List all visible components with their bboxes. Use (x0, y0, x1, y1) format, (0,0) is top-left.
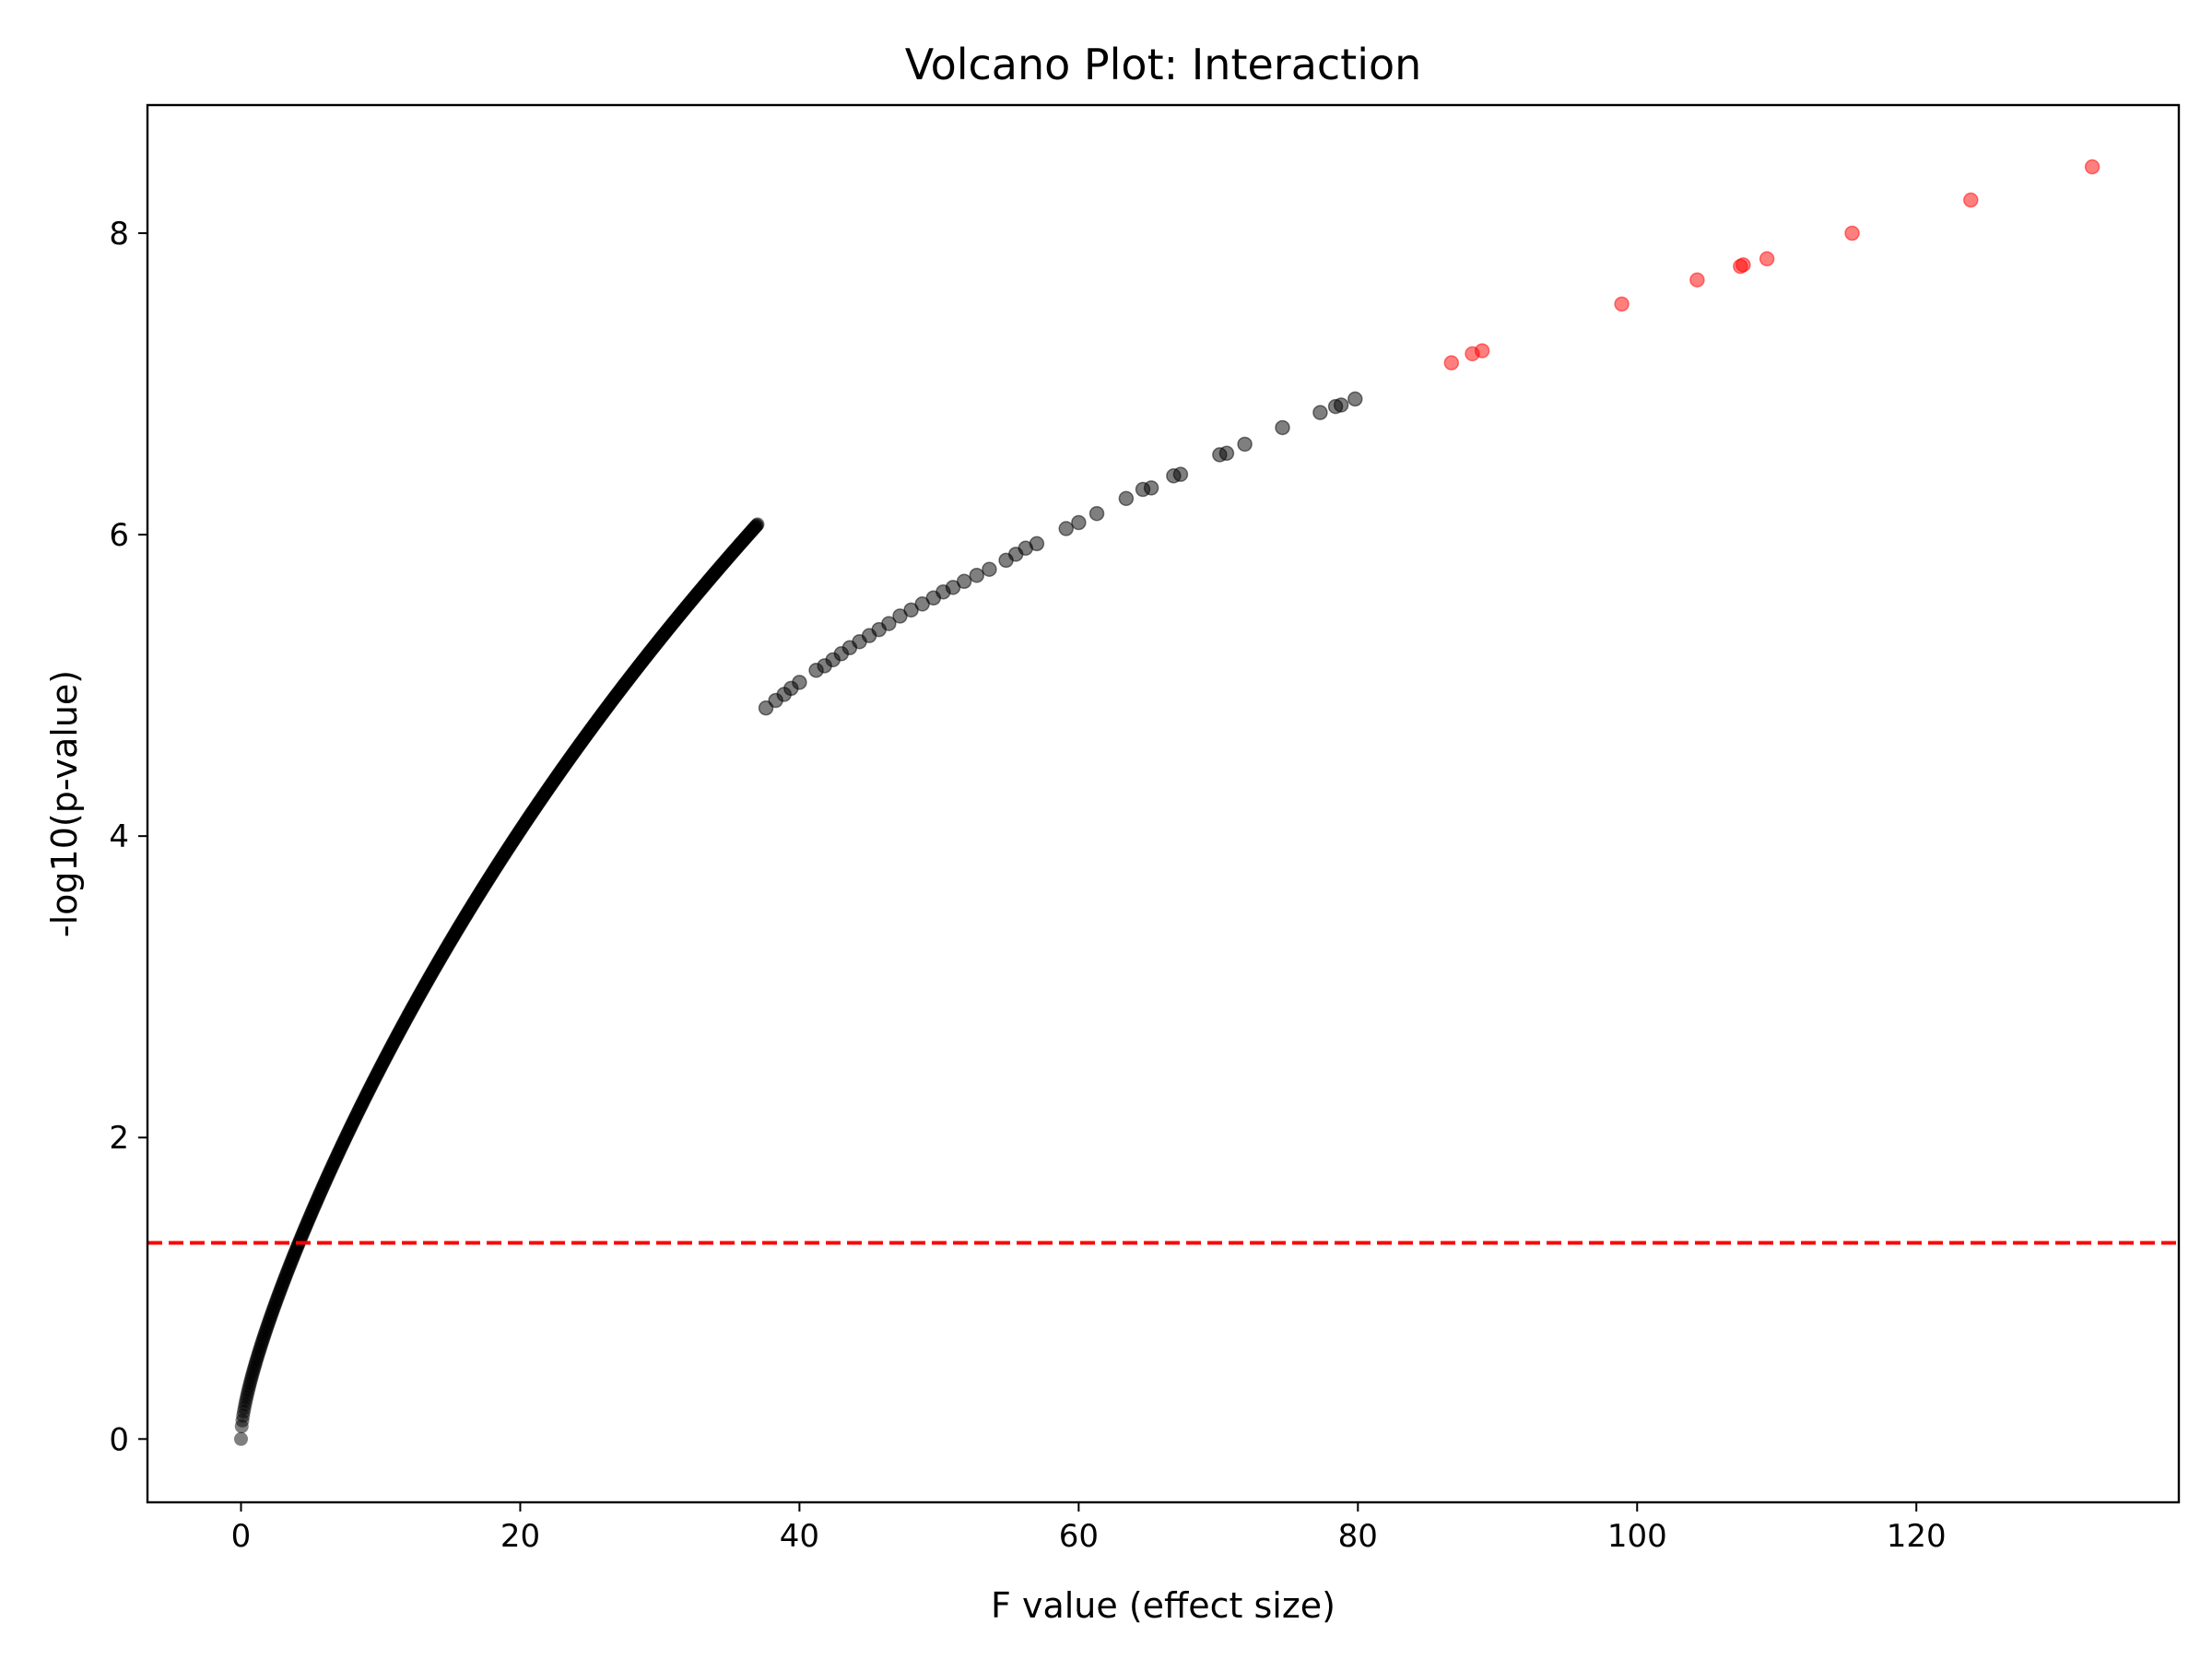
significant-point (1759, 251, 1775, 267)
data-point (1312, 405, 1328, 420)
y-tick-label: 6 (109, 517, 129, 554)
y-tick-label: 8 (109, 216, 129, 253)
data-point (969, 567, 985, 583)
y-tick-label: 2 (109, 1120, 129, 1157)
x-tick-label: 20 (500, 1518, 540, 1555)
data-point (1029, 535, 1045, 552)
data-point (1172, 466, 1189, 482)
data-point (1333, 397, 1349, 413)
x-tick-label: 80 (1338, 1518, 1378, 1555)
x-axis-label: F value (effect size) (991, 1585, 1335, 1626)
data-point (1237, 436, 1253, 453)
data-point (1088, 505, 1105, 522)
data-point (1143, 480, 1159, 496)
data-point (750, 517, 765, 532)
y-tick-label: 0 (109, 1421, 129, 1458)
y-axis-label: -log10(p-value) (44, 670, 85, 937)
data-point (1071, 514, 1087, 531)
data-point (956, 573, 972, 590)
x-tick-label: 60 (1059, 1518, 1099, 1555)
axis-ticks: 0 20 40 60 80 100 120 0 2 4 6 8 (109, 216, 1946, 1555)
significant-point (1614, 296, 1630, 312)
x-tick-label: 40 (780, 1518, 819, 1555)
x-tick-label: 0 (231, 1518, 252, 1555)
data-point (1058, 521, 1074, 536)
plot-frame (146, 103, 2181, 1504)
data-point (233, 1431, 248, 1446)
significant-point (1474, 343, 1490, 359)
significant-point (1844, 225, 1860, 241)
significant-point (1735, 257, 1751, 273)
data-point (792, 675, 807, 690)
x-tick-label: 100 (1607, 1518, 1667, 1555)
significant-point (2084, 159, 2100, 175)
data-point (982, 561, 997, 577)
data-point (1347, 391, 1363, 407)
data-points (233, 159, 2100, 1446)
significant-point (1963, 192, 1979, 208)
data-point (881, 616, 897, 631)
significant-point (1443, 355, 1460, 371)
data-point (1275, 419, 1290, 436)
x-tick-label: 120 (1887, 1518, 1947, 1555)
data-point (1118, 490, 1135, 507)
chart-title: Volcano Plot: Interaction (905, 40, 1422, 89)
y-tick-label: 4 (109, 818, 129, 855)
data-point (1218, 445, 1235, 462)
significant-point (1689, 272, 1705, 288)
